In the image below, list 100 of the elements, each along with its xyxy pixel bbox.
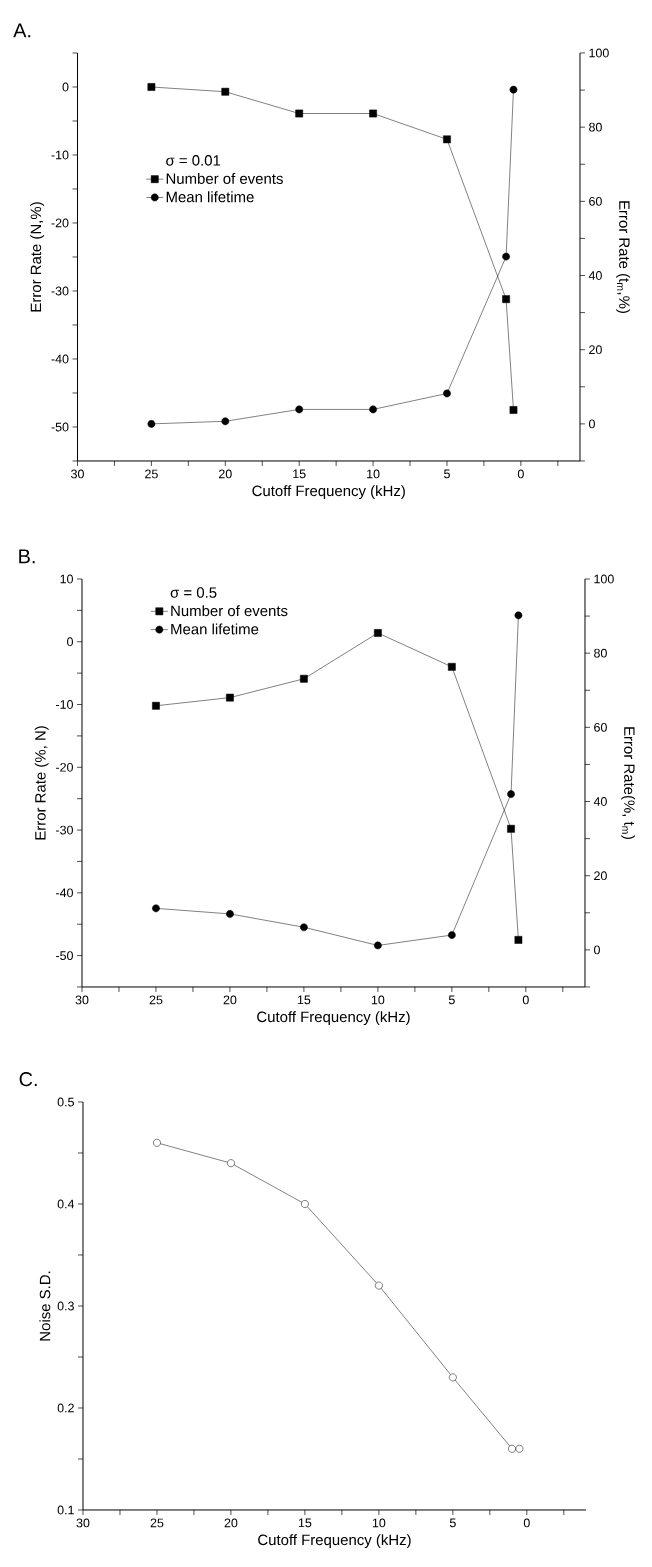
point	[443, 135, 451, 144]
point	[226, 910, 234, 918]
y-tick-label: -10	[56, 700, 73, 709]
x-tick-label: 20	[218, 469, 232, 479]
x-tick-label: 30	[75, 995, 89, 1005]
y-axis-title: Noise S.D.	[39, 1271, 51, 1341]
point	[300, 674, 308, 683]
x-tick-label: 5	[444, 469, 450, 479]
x-axis-title: Cutoff Frequency (kHz)	[257, 1011, 410, 1026]
point	[509, 85, 518, 94]
x-tick-label: 0	[517, 469, 524, 479]
y2-tick-label: 60	[589, 196, 602, 206]
point	[147, 420, 156, 428]
y2-tick-label: 20	[594, 871, 607, 881]
x-tick-label: 5	[448, 995, 455, 1005]
y-tick-label: 0.5	[57, 1097, 74, 1107]
x-tick-label: 10	[372, 1518, 386, 1528]
point	[502, 295, 510, 303]
y-tick-label: -30	[51, 286, 69, 296]
point	[221, 417, 230, 426]
x-axis-title: Cutoff Frequency (kHz)	[258, 1534, 411, 1549]
y2-tick-label: 100	[589, 48, 609, 58]
point	[369, 405, 377, 414]
point	[153, 1138, 161, 1147]
y2-axis-title: Error Rate(%, t$_{m}$)	[621, 727, 636, 839]
y2-tick-label: 0	[589, 419, 595, 429]
x-tick-label: 15	[298, 1518, 312, 1528]
chart-title: A.	[13, 23, 31, 38]
point	[375, 1281, 383, 1290]
point	[509, 406, 518, 414]
point	[443, 389, 451, 398]
chart-title: C.	[19, 1072, 37, 1087]
y-tick-label: -10	[51, 150, 69, 160]
x-tick-label: 20	[224, 1518, 238, 1528]
point	[448, 931, 456, 939]
legend-title: σ = 0.5	[170, 587, 217, 598]
x-tick-label: 25	[150, 1518, 164, 1528]
y-tick-label: -50	[56, 951, 73, 961]
y2-tick-label: 40	[593, 797, 607, 806]
y2-axis-title: Error Rate (t$_{m}$,%)	[616, 201, 631, 313]
point	[147, 83, 156, 91]
x-tick-label: 0	[523, 1518, 530, 1528]
x-tick-label: 30	[76, 1518, 90, 1528]
x-tick-label: 5	[449, 1518, 456, 1528]
y2-tick-label: 100	[594, 574, 614, 584]
y-tick-label: 0	[67, 637, 73, 647]
point	[152, 904, 160, 913]
y-tick-label: 0	[62, 82, 69, 92]
y-tick-label: -50	[51, 422, 69, 432]
y2-tick-label: 80	[594, 648, 607, 658]
legend-label: Number of events	[171, 605, 288, 617]
legend-label: Mean lifetime	[171, 623, 259, 635]
point	[514, 611, 523, 620]
legend-label: Number of events	[166, 173, 283, 184]
y2-tick-label: 20	[589, 345, 602, 355]
x-tick-label: 20	[223, 995, 237, 1005]
y-tick-label: -40	[51, 354, 69, 364]
y-tick-label: -30	[56, 825, 73, 835]
point	[507, 824, 515, 833]
y-tick-label: 0.2	[57, 1403, 74, 1413]
point	[300, 923, 308, 932]
point	[295, 405, 304, 414]
x-axis-title: Cutoff Frequency (kHz)	[252, 485, 405, 500]
x-tick-label: 15	[293, 469, 306, 479]
y-axis-title: Error Rate (%, N)	[34, 726, 49, 840]
y-tick-label: -40	[56, 888, 73, 898]
y2-tick-label: 0	[594, 945, 600, 955]
y-axis-title: Error Rate (N,%)	[30, 202, 45, 312]
y2-tick-label: 80	[589, 122, 602, 132]
point	[515, 1444, 524, 1453]
chart-title: B.	[19, 549, 35, 564]
y-tick-label: 0.4	[57, 1199, 75, 1209]
x-tick-label: 25	[145, 469, 158, 479]
x-tick-label: 30	[71, 469, 84, 479]
point	[508, 1444, 516, 1453]
x-tick-label: 25	[149, 995, 163, 1005]
point	[502, 252, 510, 261]
y2-tick-label: 40	[588, 271, 602, 280]
point	[152, 701, 160, 710]
y-tick-label: -20	[56, 762, 73, 772]
point	[226, 693, 234, 702]
legend-title: σ = 0.01	[166, 155, 221, 166]
point	[295, 109, 304, 118]
y-tick-label: 0.3	[57, 1301, 74, 1311]
x-tick-label: 15	[297, 995, 311, 1005]
x-tick-label: 0	[522, 995, 529, 1005]
y-tick-label: 0.1	[57, 1505, 74, 1515]
y-tick-label: -20	[51, 218, 69, 228]
x-tick-label: 10	[367, 469, 380, 479]
point	[227, 1159, 235, 1168]
point	[374, 629, 382, 637]
y2-tick-label: 60	[594, 722, 607, 732]
point	[374, 941, 382, 950]
point	[449, 1373, 457, 1382]
y-tick-label: 10	[60, 574, 73, 584]
point	[221, 87, 230, 96]
legend-label: Mean lifetime	[166, 191, 254, 203]
point	[507, 790, 515, 798]
point	[301, 1200, 309, 1208]
x-tick-label: 10	[371, 995, 385, 1005]
